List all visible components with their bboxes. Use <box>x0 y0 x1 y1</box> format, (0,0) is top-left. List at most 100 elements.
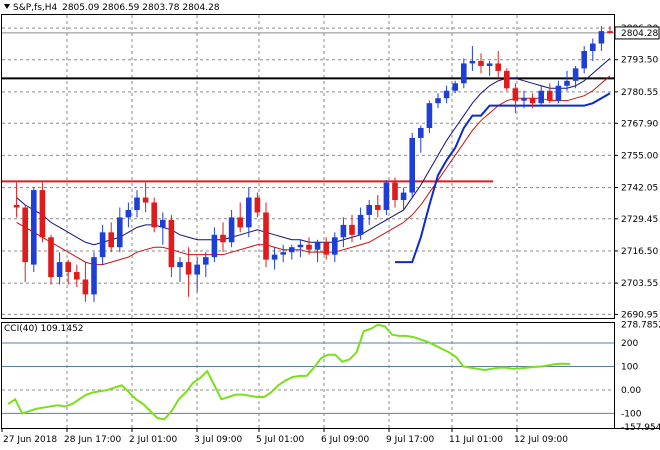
candle-body <box>65 262 71 273</box>
candle-body <box>443 90 450 99</box>
candle-body <box>246 197 252 228</box>
candle-body <box>547 90 553 101</box>
candle-body <box>452 83 458 91</box>
price-tick-label: 2742.05 <box>621 183 658 193</box>
candle-body <box>271 254 278 260</box>
price-tick-label: 2703.55 <box>621 279 658 289</box>
candle-body <box>203 257 209 265</box>
candle-body <box>31 190 37 265</box>
candle-body <box>168 219 175 268</box>
candle-body <box>461 63 467 84</box>
candle-body <box>13 204 20 208</box>
price-tick-label: 2755.00 <box>621 151 658 161</box>
candle-body <box>91 257 97 295</box>
candle-body <box>572 68 579 81</box>
cci-tick-label: 100 <box>621 362 638 372</box>
last-price-label: 2804.28 <box>621 29 658 39</box>
candle-body <box>108 232 114 248</box>
candle-body <box>254 197 261 213</box>
time-tick-label: 28 Jun 17:00 <box>64 435 121 445</box>
price-tick-label: 2767.90 <box>621 119 658 129</box>
candle-body <box>185 262 192 275</box>
cci-tick-label: 0.00 <box>621 386 641 396</box>
candle-body <box>469 60 476 64</box>
candle-body <box>177 262 183 268</box>
candle-body <box>581 51 587 69</box>
candle-body <box>323 242 329 255</box>
candle-body <box>375 204 381 210</box>
candle-body <box>504 70 510 89</box>
time-tick-label: 11 Jul 01:00 <box>449 435 503 445</box>
candle-body <box>521 98 527 101</box>
candle-body <box>555 85 562 101</box>
candle-body <box>82 279 89 295</box>
candle-body <box>486 63 493 66</box>
candle-body <box>280 252 286 255</box>
cci-tick-label: 278.7852 <box>621 320 660 330</box>
time-tick-label: 27 Jun 2018 <box>3 435 57 445</box>
cci-label: CCI(40) <box>4 324 38 334</box>
candle-body <box>220 234 226 243</box>
price-tick-label: 2780.55 <box>621 88 658 98</box>
time-tick-label: 6 Jul 09:00 <box>321 435 370 445</box>
price-tick-label: 2716.50 <box>621 247 658 257</box>
time-tick-label: 3 Jul 09:00 <box>194 435 243 445</box>
candle-body <box>400 192 407 201</box>
candle-body <box>74 272 80 280</box>
candle-body <box>383 182 390 210</box>
candle-body <box>357 214 364 235</box>
candle-body <box>297 244 304 248</box>
cci-tick-label: 200 <box>621 339 638 349</box>
chart-ohlc: 2805.09 2806.59 2803.78 2804.28 <box>62 3 220 13</box>
cci-line <box>7 323 571 421</box>
time-tick-label: 9 Jul 17:00 <box>386 435 435 445</box>
candle-body <box>211 234 218 258</box>
candle-body <box>512 88 519 101</box>
candle-body <box>194 264 200 275</box>
candle-body <box>409 137 415 193</box>
candle-body <box>314 242 321 250</box>
trailing-stop-line <box>395 92 611 264</box>
candle-body <box>39 190 46 238</box>
time-tick-label: 12 Jul 09:00 <box>514 435 568 445</box>
candle-body <box>151 202 157 228</box>
ma-fast-line <box>16 58 611 246</box>
candle-body <box>538 90 544 104</box>
candle-body <box>332 237 338 255</box>
chart-symbol: S&P,fs,H4 <box>13 3 58 13</box>
cci-tick-label: -100 <box>621 409 642 419</box>
candle-body <box>349 224 355 235</box>
candle-body <box>134 197 140 210</box>
candle-body <box>435 98 441 104</box>
candle-body <box>263 212 269 260</box>
candle-body <box>125 209 132 218</box>
chart-menu-icon[interactable] <box>4 4 10 9</box>
candle-body <box>306 244 312 250</box>
time-tick-label: 2 Jul 01:00 <box>129 435 178 445</box>
main-pane-frame <box>1 14 615 319</box>
candle-body <box>392 182 398 201</box>
candle-body <box>289 247 295 253</box>
candle-body <box>564 80 570 86</box>
candle-body <box>495 63 501 71</box>
chart-title: S&P,fs,H4 2805.09 2806.59 2803.78 2804.2… <box>4 3 220 13</box>
candle-body <box>607 31 613 33</box>
candle-body <box>22 207 28 263</box>
candle-body <box>340 224 347 238</box>
cci-title: CCI(40) 109.1452 <box>4 324 84 334</box>
candle-body <box>56 262 63 278</box>
candle-body <box>237 217 243 228</box>
candle-body <box>48 237 54 278</box>
candle-body <box>160 219 166 228</box>
candle-body <box>590 43 596 52</box>
candle-body <box>228 217 235 243</box>
candle-body <box>529 98 536 104</box>
cci-value: 109.1452 <box>40 324 84 334</box>
time-tick-label: 5 Jul 01:00 <box>256 435 305 445</box>
price-tick-label: 2690.95 <box>621 310 658 320</box>
candle-body <box>142 197 149 203</box>
candle-body <box>366 204 372 215</box>
price-tick-label: 2793.50 <box>621 56 658 66</box>
candle-body <box>598 31 605 44</box>
